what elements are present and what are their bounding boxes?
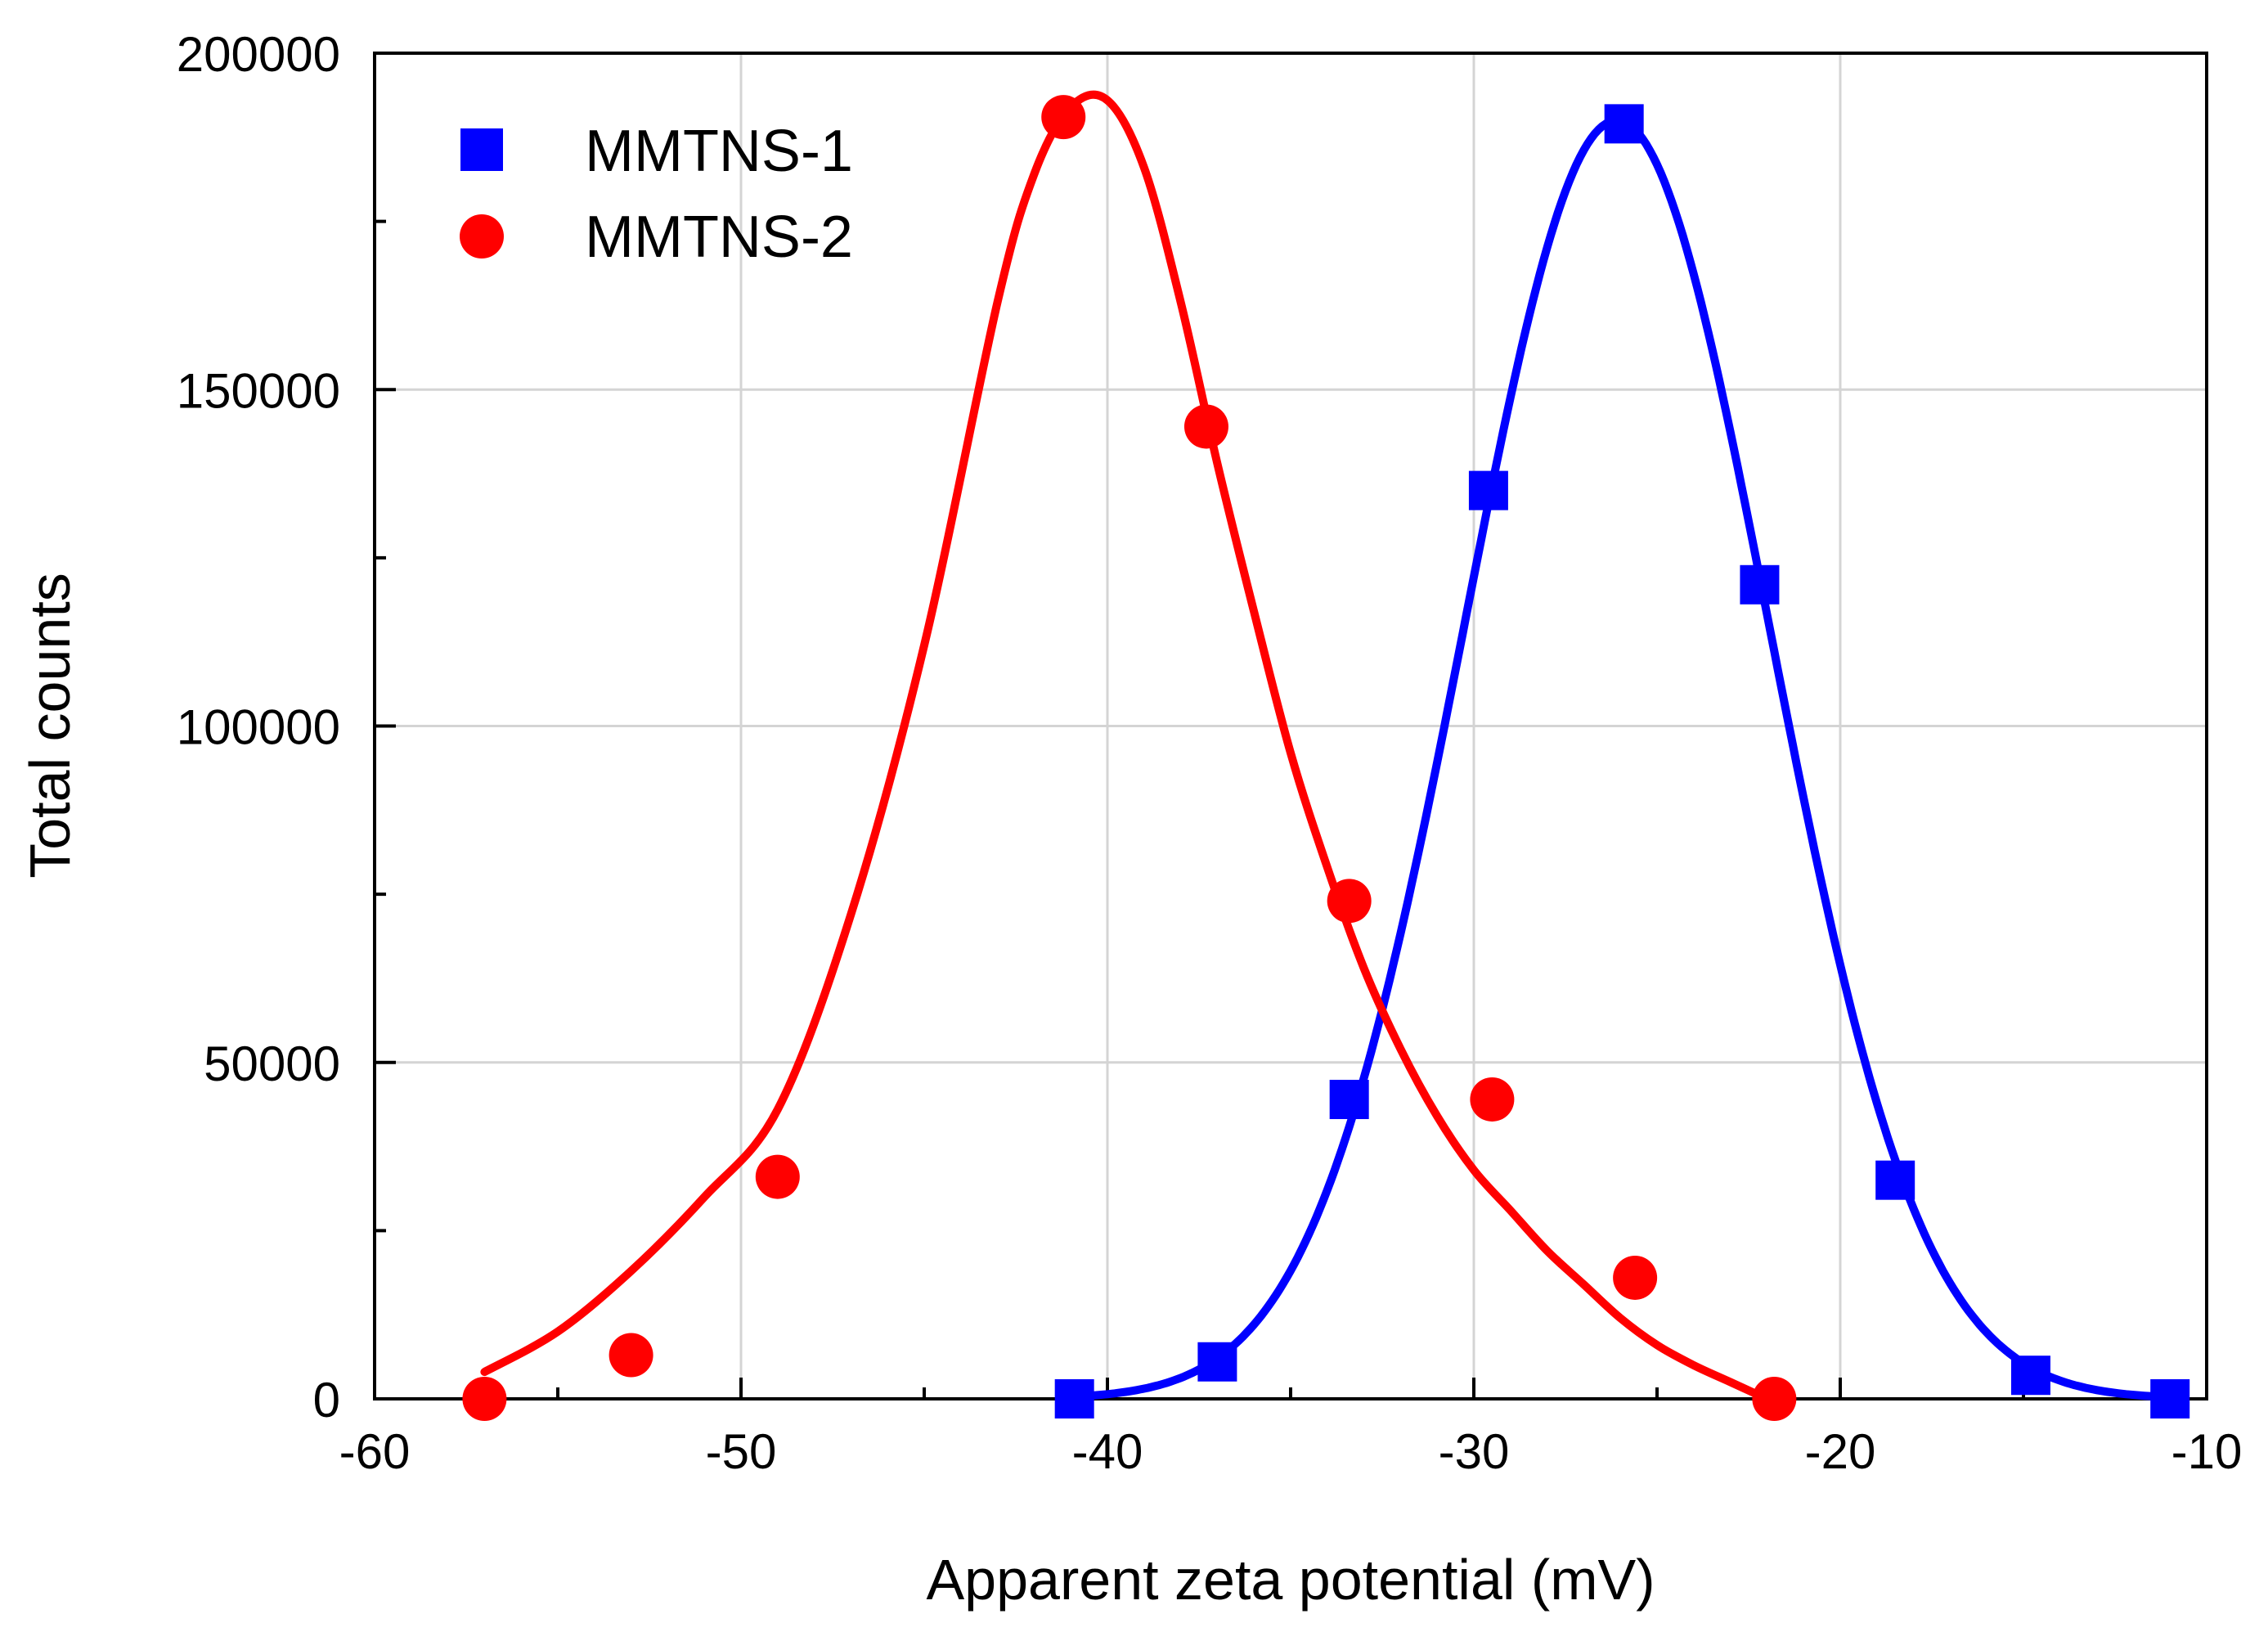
ticks [373, 52, 2208, 1400]
y-tick-label: 50000 [204, 1036, 340, 1091]
x-tick-label: -10 [2171, 1424, 2243, 1479]
y-tick-label: 150000 [177, 363, 340, 418]
data-point-mmtns-2 [755, 1154, 800, 1199]
data-points [462, 95, 2190, 1421]
x-axis-title: Apparent zeta potential (mV) [926, 1548, 1655, 1612]
y-tick-label: 200000 [177, 27, 340, 82]
data-point-mmtns-1 [1468, 470, 1508, 510]
data-point-mmtns-1 [1875, 1160, 1915, 1200]
y-tick-label: 100000 [177, 700, 340, 755]
legend-label-mmtns-2: MMTNS-2 [585, 205, 853, 270]
data-point-mmtns-2 [462, 1377, 507, 1421]
data-point-mmtns-1 [1054, 1379, 1094, 1418]
data-point-mmtns-1 [2010, 1356, 2050, 1396]
data-point-mmtns-2 [1613, 1255, 1658, 1300]
data-point-mmtns-2 [1183, 404, 1228, 449]
data-point-mmtns-1 [1197, 1342, 1237, 1382]
tick-labels: -60 -50 -40 -30 -20 -10 0 50000 100000 150000 2000… [177, 27, 2243, 1479]
x-tick-label: -20 [1805, 1424, 1876, 1479]
legend-marker-mmtns-2 [460, 214, 504, 259]
x-tick-label: -60 [339, 1424, 411, 1479]
grid [375, 53, 2207, 1399]
legend-marker-mmtns-1 [460, 128, 503, 171]
y-tick-label: 0 [313, 1373, 340, 1427]
data-point-mmtns-1 [1740, 564, 1780, 605]
x-tick-label: -40 [1072, 1424, 1143, 1479]
legend: MMTNS-1 MMTNS-2 [460, 119, 853, 270]
data-point-mmtns-1 [2150, 1379, 2190, 1418]
y-axis-title: Total counts [18, 573, 82, 879]
x-tick-label: -30 [1439, 1424, 1510, 1479]
fit-curve-mmtns-2 [480, 90, 1772, 1403]
legend-label-mmtns-1: MMTNS-1 [585, 119, 853, 184]
data-point-mmtns-1 [1329, 1079, 1369, 1119]
data-point-mmtns-2 [609, 1333, 653, 1378]
data-point-mmtns-2 [1752, 1377, 1797, 1421]
data-point-mmtns-2 [1470, 1077, 1515, 1122]
data-point-mmtns-2 [1041, 95, 1086, 140]
data-point-mmtns-1 [1604, 104, 1644, 144]
data-point-mmtns-2 [1327, 879, 1372, 924]
x-tick-label: -50 [706, 1424, 777, 1479]
